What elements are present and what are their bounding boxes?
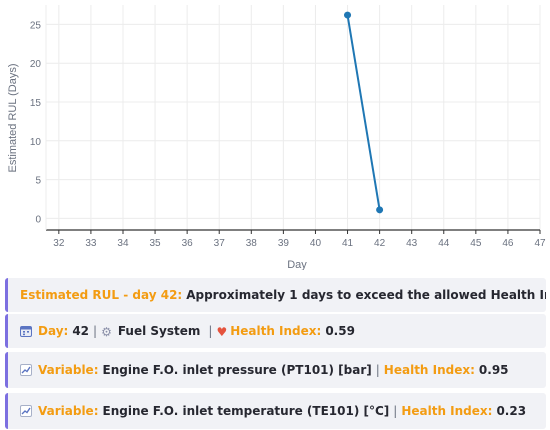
- data-point[interactable]: [344, 11, 352, 19]
- variable-name: Engine F.O. inlet pressure (PT101) [bar]: [102, 363, 372, 377]
- separator: |: [93, 324, 98, 338]
- y-tick-labels: 0 5 10 15 20 25: [30, 20, 42, 225]
- x-tick-label: 40: [310, 238, 322, 249]
- calendar-icon: [20, 325, 32, 337]
- x-tick-label: 41: [342, 238, 354, 249]
- x-tick-label: 32: [53, 238, 65, 249]
- rul-estimate-card: Estimated RUL - day 42: Approximately 1 …: [5, 278, 546, 312]
- x-axis-title: Day: [287, 259, 307, 270]
- y-tick-label: 25: [30, 20, 42, 31]
- separator: |: [393, 404, 398, 418]
- variable-name: Engine F.O. inlet temperature (TE101) [°…: [102, 404, 390, 418]
- x-tick-label: 36: [182, 238, 194, 249]
- rul-estimate-text: Approximately 1 days to exceed the allow…: [186, 288, 546, 302]
- x-tick-label: 35: [150, 238, 162, 249]
- rul-chart: 32 33 34 35 36 37 38 39 40 41 42 43 44 45 46 47 0 5 10 15 2…: [7, 5, 546, 270]
- rul-estimate-label: Estimated RUL - day 42:: [20, 288, 183, 302]
- x-tick-label: 45: [470, 238, 482, 249]
- summary-card: Day: 42 | ⚙ Fuel System | ♥ Health Index…: [5, 314, 546, 348]
- y-axis-title: Estimated RUL (Days): [7, 63, 19, 172]
- day-value: 42: [72, 324, 90, 338]
- x-tick-label: 38: [246, 238, 258, 249]
- system-name: Fuel System: [117, 324, 201, 338]
- separator: |: [208, 324, 213, 338]
- health-index-value: 0.23: [496, 404, 527, 418]
- x-tick-label: 37: [214, 238, 226, 249]
- x-tick-label: 43: [406, 238, 418, 249]
- health-index-label: Health Index:: [401, 404, 493, 418]
- health-index-label: Health Index:: [383, 363, 475, 377]
- x-tick-labels: 32 33 34 35 36 37 38 39 40 41 42 43 44 45 46 47: [53, 230, 546, 249]
- health-index-value: 0.95: [478, 363, 509, 377]
- data-point[interactable]: [376, 206, 384, 214]
- variable-card-pressure: Variable: Engine F.O. inlet pressure (PT…: [5, 352, 546, 388]
- health-index-value: 0.59: [325, 324, 355, 338]
- chart-increasing-icon: [20, 364, 32, 376]
- chart-series: [344, 11, 384, 214]
- separator: |: [375, 363, 380, 377]
- variable-card-temperature: Variable: Engine F.O. inlet temperature …: [5, 393, 546, 429]
- chart-grid: [46, 5, 541, 230]
- x-tick-label: 44: [438, 238, 450, 249]
- x-tick-label: 46: [502, 238, 514, 249]
- series-line: [346, 14, 381, 210]
- x-tick-label: 34: [117, 238, 129, 249]
- variable-label: Variable:: [38, 404, 99, 418]
- heart-icon: ♥: [216, 325, 228, 339]
- x-tick-label: 33: [85, 238, 97, 249]
- chart-increasing-icon: [20, 405, 32, 417]
- y-tick-label: 10: [30, 137, 42, 148]
- y-tick-label: 15: [30, 98, 42, 109]
- variable-label: Variable:: [38, 363, 99, 377]
- y-tick-label: 0: [35, 214, 41, 225]
- day-label: Day:: [38, 324, 69, 338]
- x-tick-label: 39: [278, 238, 290, 249]
- x-tick-label: 47: [534, 238, 546, 249]
- y-tick-label: 20: [30, 59, 42, 70]
- x-tick-label: 42: [374, 238, 386, 249]
- gear-icon: ⚙: [101, 325, 112, 339]
- health-index-label: Health Index:: [230, 324, 322, 338]
- y-tick-label: 5: [35, 176, 41, 187]
